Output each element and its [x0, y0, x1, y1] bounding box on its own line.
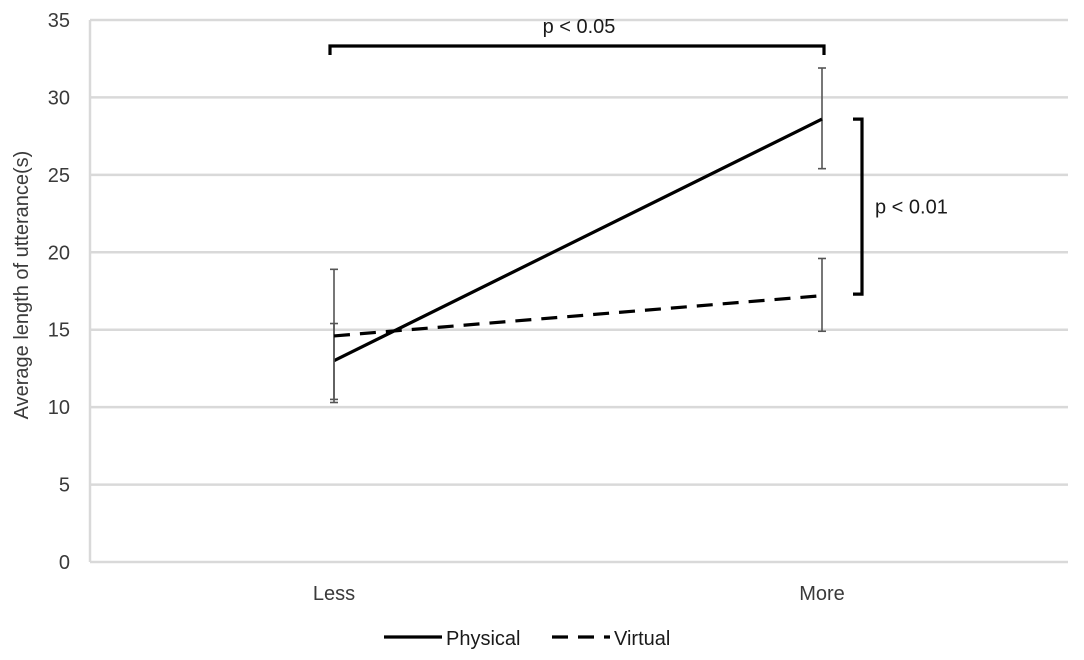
- series-layer: [330, 67, 826, 404]
- series-line: [333, 117, 823, 363]
- series-physical: [330, 67, 826, 404]
- y-tick-label: 20: [48, 242, 70, 264]
- legend-label: Physical: [446, 628, 520, 650]
- bracket-line: [853, 117, 864, 296]
- legend-item-physical: Physical: [384, 628, 520, 650]
- y-tick-label: 15: [48, 320, 70, 342]
- x-category-label: More: [799, 583, 845, 605]
- bracket-line: [328, 44, 826, 55]
- series-line: [333, 294, 823, 338]
- y-tick-label: 5: [59, 475, 70, 497]
- legend-item-virtual: Virtual: [552, 628, 670, 650]
- x-axis-categories: Less More: [313, 583, 845, 605]
- y-tick-label: 35: [48, 10, 70, 32]
- y-tick-label: 0: [59, 552, 70, 574]
- significance-bracket: p < 0.05: [328, 16, 826, 55]
- significance-bracket: p < 0.01: [853, 117, 948, 296]
- significance-label: p < 0.01: [875, 197, 948, 219]
- legend: Physical Virtual: [384, 628, 670, 650]
- significance-annotations: p < 0.05 p < 0.01: [328, 16, 948, 296]
- y-axis-ticks: 0 5 10 15 20 25 30 35: [48, 10, 70, 574]
- series-virtual: [330, 257, 826, 401]
- legend-label: Virtual: [614, 628, 670, 650]
- y-axis-title: Average length of utterance(s): [11, 151, 33, 420]
- y-tick-label: 10: [48, 397, 70, 419]
- axes: [88, 20, 1068, 564]
- y-tick-label: 25: [48, 165, 70, 187]
- x-category-label: Less: [313, 583, 355, 605]
- y-tick-label: 30: [48, 87, 70, 109]
- significance-label: p < 0.05: [543, 16, 616, 38]
- gridlines: [90, 18, 1068, 486]
